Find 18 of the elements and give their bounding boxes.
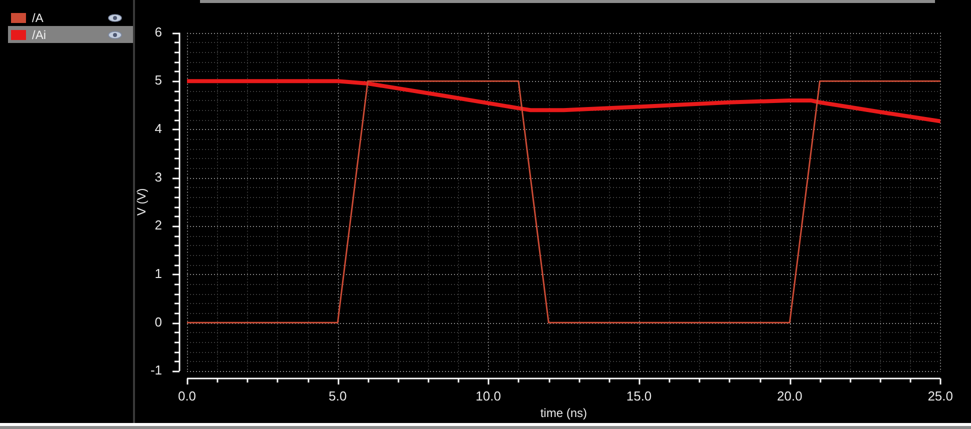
- y-tick-label: 0: [154, 314, 162, 330]
- x-tick-label: 0.0: [178, 388, 196, 404]
- legend-label: /A: [32, 10, 44, 24]
- y-tick-label: 1: [154, 266, 162, 281]
- legend-label: /Ai: [32, 28, 46, 42]
- y-tick-label: 4: [154, 121, 162, 136]
- y-axis-title: V (V): [134, 188, 149, 216]
- y-tick-label: -1: [150, 362, 162, 378]
- x-tick-label: 20.0: [777, 388, 802, 404]
- y-tick-label: 3: [154, 169, 162, 184]
- x-tick-label: 15.0: [626, 388, 652, 404]
- x-tick-label: 5.0: [328, 388, 347, 404]
- y-tick-label: 6: [154, 24, 162, 40]
- x-axis-title: time (ns): [540, 406, 588, 420]
- y-tick-label: 5: [154, 72, 162, 88]
- x-tick-label: 10.0: [476, 388, 501, 404]
- y-tick-label: 2: [154, 218, 162, 233]
- x-tick-label: 25.0: [928, 388, 954, 404]
